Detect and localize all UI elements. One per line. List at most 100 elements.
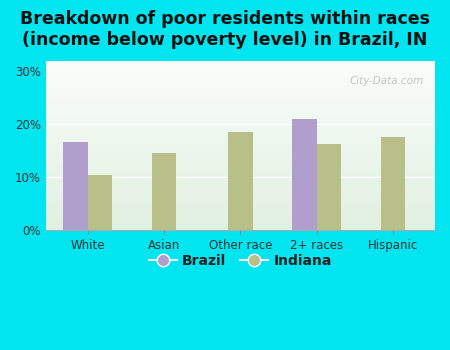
Bar — [46, 221, 435, 223]
Bar — [46, 219, 435, 221]
Bar — [46, 208, 435, 209]
Bar — [46, 130, 435, 132]
Text: City-Data.com: City-Data.com — [349, 76, 423, 86]
Bar — [46, 113, 435, 114]
Bar — [46, 211, 435, 213]
Bar — [46, 136, 435, 138]
Bar — [46, 104, 435, 106]
Bar — [46, 71, 435, 72]
Bar — [46, 186, 435, 187]
Bar — [46, 226, 435, 228]
Bar — [46, 160, 435, 162]
Bar — [46, 72, 435, 74]
Bar — [46, 148, 435, 150]
Bar — [46, 114, 435, 116]
Bar — [46, 135, 435, 136]
Bar — [46, 147, 435, 148]
Bar — [46, 193, 435, 194]
Bar — [46, 189, 435, 191]
Bar — [46, 118, 435, 120]
Bar — [46, 164, 435, 165]
Bar — [46, 165, 435, 167]
Bar — [46, 103, 435, 104]
Bar — [46, 196, 435, 197]
Bar — [46, 162, 435, 164]
Bar — [46, 101, 435, 103]
Bar — [46, 61, 435, 62]
Bar — [46, 177, 435, 179]
Bar — [46, 144, 435, 145]
Bar — [46, 215, 435, 216]
Bar — [46, 167, 435, 169]
Bar — [46, 140, 435, 142]
Bar — [46, 64, 435, 65]
Bar — [46, 99, 435, 101]
Bar — [46, 174, 435, 175]
Bar — [46, 216, 435, 218]
Bar — [152, 153, 176, 230]
Bar — [46, 121, 435, 123]
Bar — [46, 74, 435, 76]
Bar — [46, 150, 435, 152]
Bar — [46, 83, 435, 84]
Bar — [46, 93, 435, 94]
Bar — [46, 128, 435, 130]
Bar — [46, 206, 435, 208]
Bar — [46, 184, 435, 186]
Bar — [46, 209, 435, 211]
Bar — [46, 86, 435, 88]
Bar — [46, 218, 435, 219]
Bar — [46, 91, 435, 93]
Bar — [46, 175, 435, 177]
Bar — [46, 187, 435, 189]
Bar — [46, 154, 435, 155]
Bar — [228, 132, 252, 230]
Bar — [46, 69, 435, 71]
Bar — [46, 120, 435, 121]
Bar — [88, 175, 112, 230]
Bar — [46, 169, 435, 170]
Bar — [46, 191, 435, 192]
Bar — [46, 125, 435, 126]
Bar — [46, 96, 435, 98]
Bar — [46, 201, 435, 203]
Bar — [46, 108, 435, 110]
Bar — [46, 181, 435, 182]
Bar — [381, 137, 405, 230]
Bar — [46, 98, 435, 99]
Bar — [46, 65, 435, 67]
Bar — [46, 159, 435, 160]
Text: Breakdown of poor residents within races
(income below poverty level) in Brazil,: Breakdown of poor residents within races… — [20, 10, 430, 49]
Bar — [46, 228, 435, 230]
Bar — [46, 213, 435, 215]
Bar — [46, 76, 435, 77]
Bar — [46, 67, 435, 69]
Bar — [46, 123, 435, 125]
Bar — [292, 119, 317, 230]
Bar — [46, 126, 435, 128]
Bar — [46, 133, 435, 135]
Bar — [46, 106, 435, 108]
Bar — [46, 223, 435, 224]
Bar — [46, 194, 435, 196]
Bar — [46, 88, 435, 89]
Bar — [46, 179, 435, 181]
Bar — [46, 142, 435, 143]
Legend: Brazil, Indiana: Brazil, Indiana — [143, 248, 338, 273]
Bar — [46, 110, 435, 111]
Bar — [46, 172, 435, 174]
Bar — [46, 224, 435, 226]
Bar — [46, 155, 435, 157]
Bar — [46, 62, 435, 64]
Bar — [46, 199, 435, 201]
Bar — [46, 84, 435, 86]
Bar — [46, 111, 435, 113]
Bar — [46, 145, 435, 147]
Bar — [46, 197, 435, 199]
Bar — [46, 157, 435, 159]
Bar — [46, 79, 435, 81]
Bar — [46, 204, 435, 206]
Bar — [46, 81, 435, 83]
Bar — [317, 144, 341, 230]
Bar — [46, 170, 435, 172]
